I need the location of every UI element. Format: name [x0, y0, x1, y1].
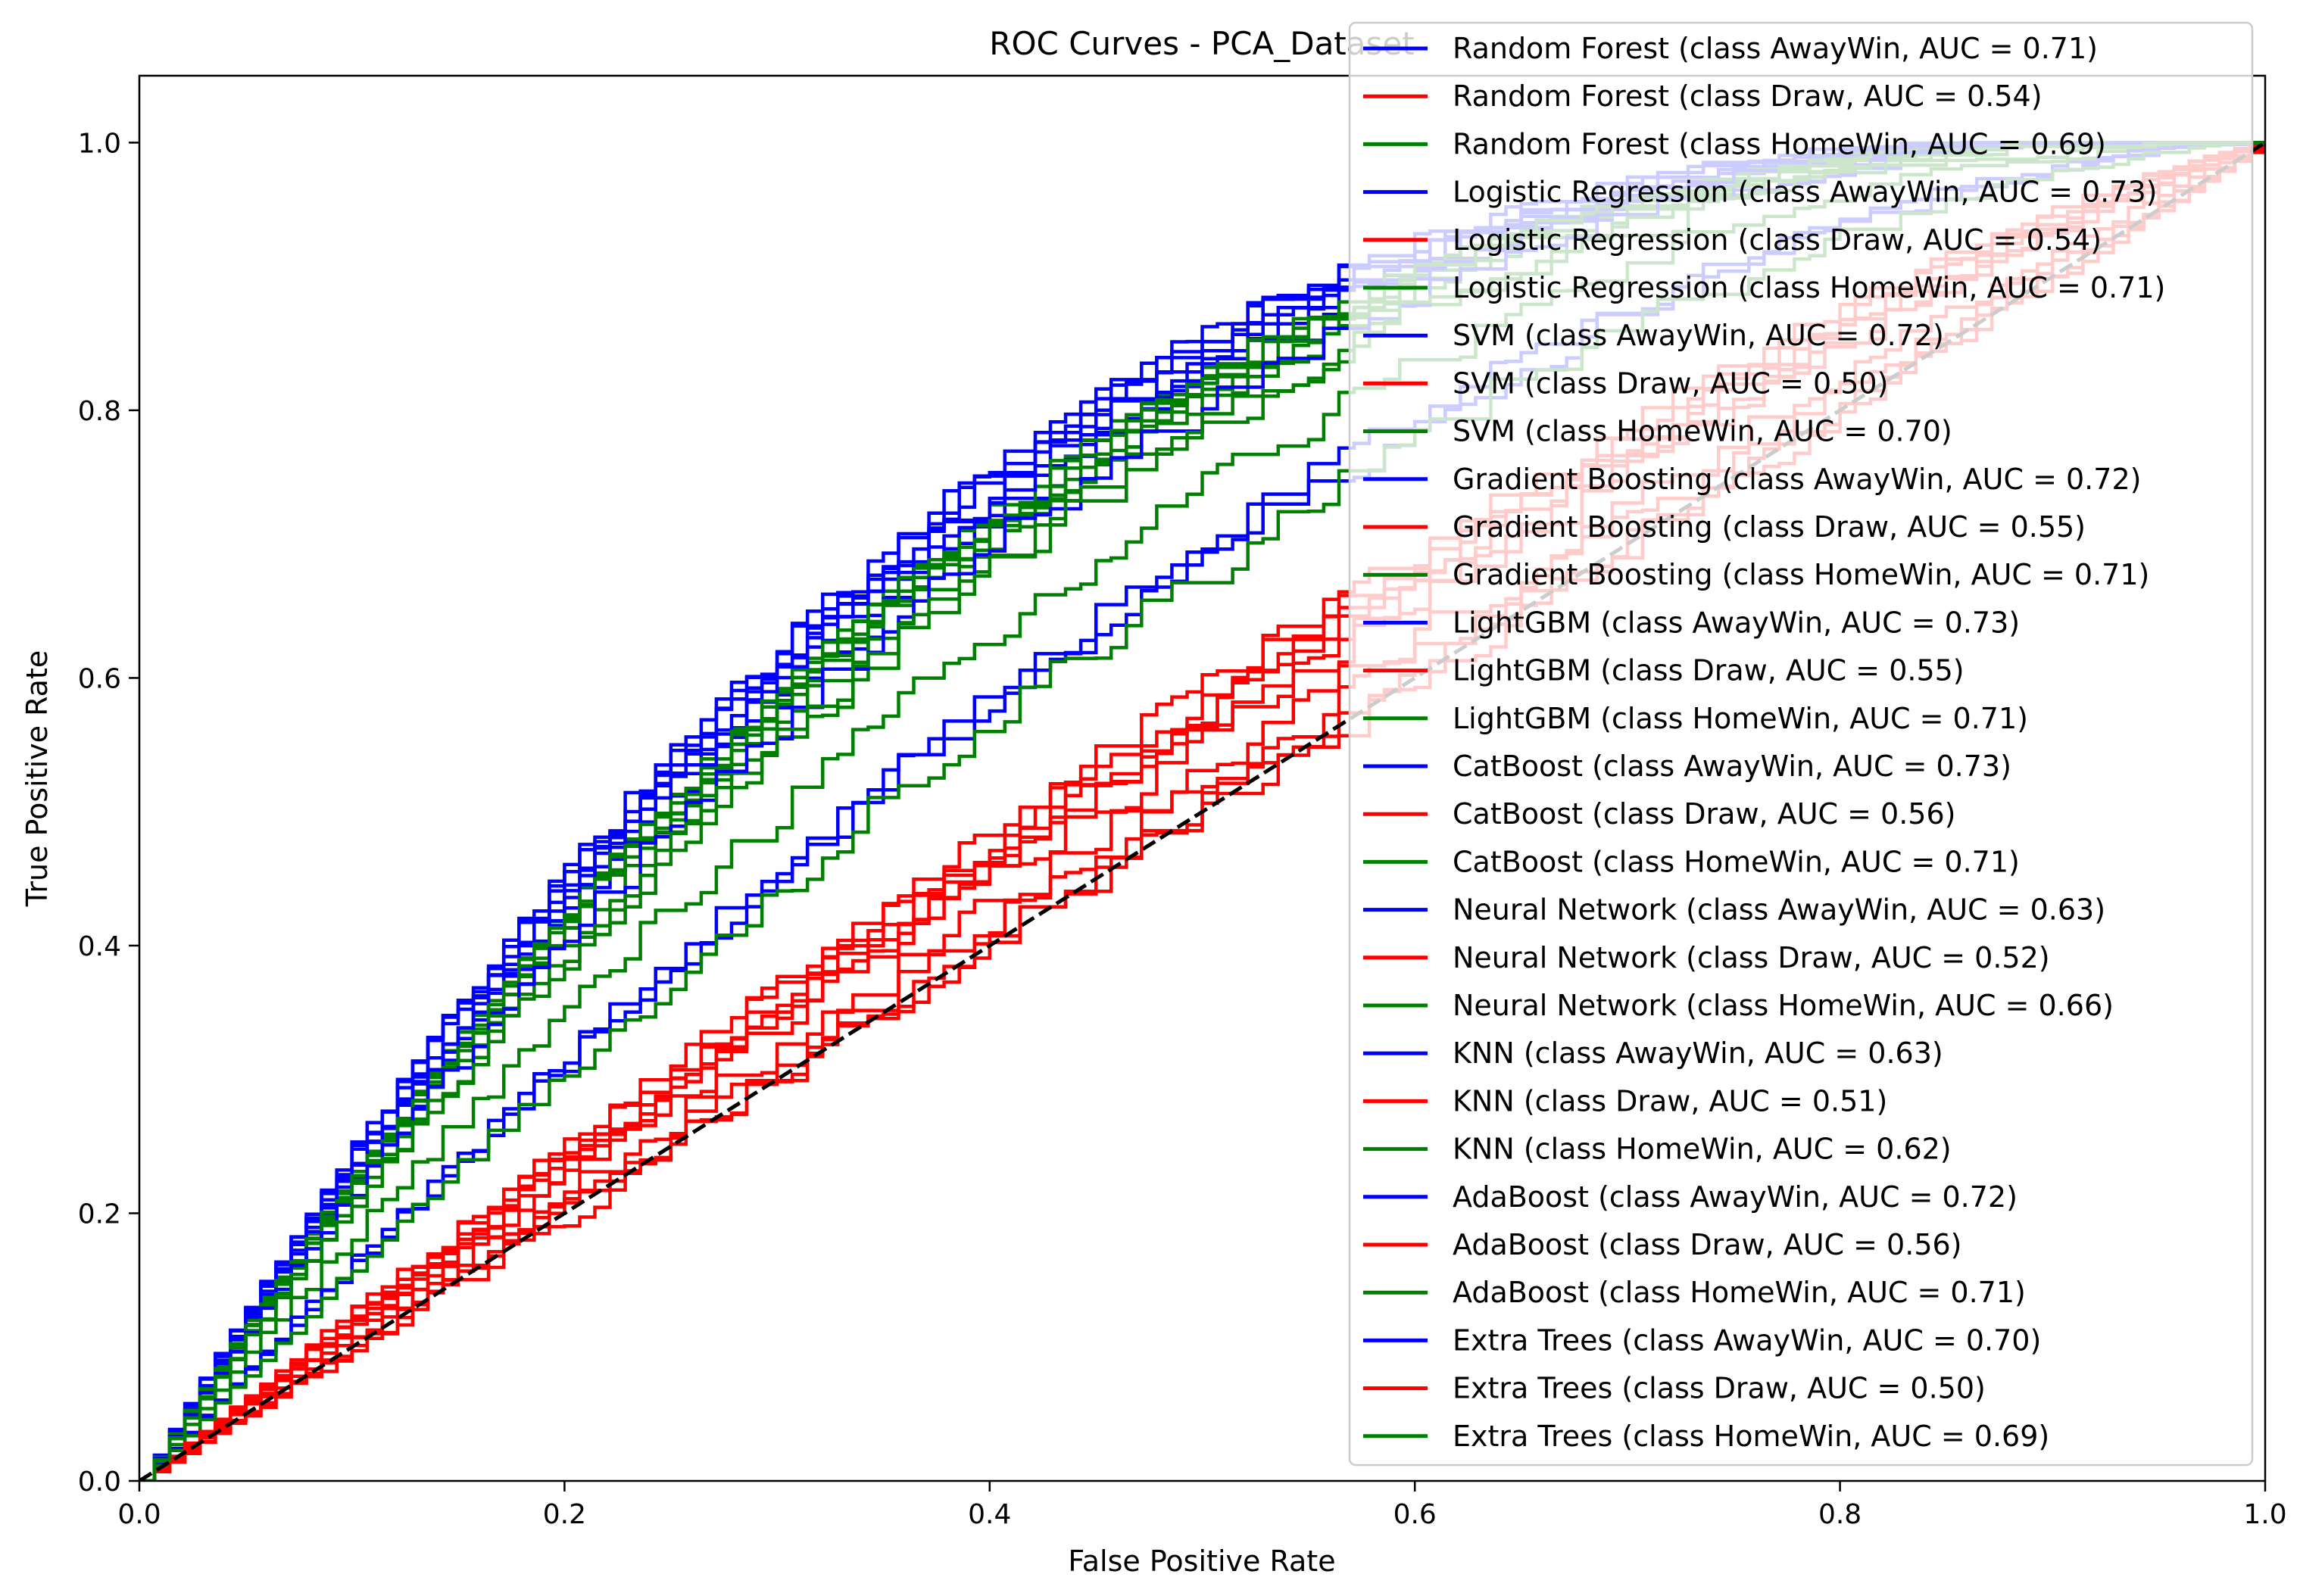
- legend-entry-label: SVM (class AwayWin, AUC = 0.72): [1453, 319, 1944, 352]
- x-tick-label: 0.2: [543, 1499, 586, 1530]
- legend-frame: [1348, 21, 2254, 1467]
- legend-entry-label: Logistic Regression (class Draw, AUC = 0…: [1453, 223, 2102, 257]
- legend-entry-label: CatBoost (class AwayWin, AUC = 0.73): [1453, 750, 2011, 783]
- x-tick-label: 0.0: [117, 1499, 161, 1530]
- legend-entry-label: CatBoost (class Draw, AUC = 0.56): [1453, 797, 1955, 831]
- legend-entry-label: Random Forest (class Draw, AUC = 0.54): [1453, 79, 2043, 113]
- y-tick-label: 0.4: [78, 931, 121, 962]
- y-tick-label: 0.6: [78, 663, 121, 694]
- y-tick-label: 0.0: [78, 1467, 121, 1498]
- x-axis-label: False Positive Rate: [1068, 1545, 1335, 1578]
- legend-entry-label: Extra Trees (class HomeWin, AUC = 0.69): [1453, 1420, 2049, 1453]
- x-tick-label: 1.0: [2243, 1499, 2286, 1530]
- legend-entry-label: Gradient Boosting (class AwayWin, AUC = …: [1453, 463, 2141, 496]
- x-tick-label: 0.8: [1818, 1499, 1862, 1530]
- legend-entry-label: KNN (class Draw, AUC = 0.51): [1453, 1084, 1887, 1118]
- legend-entry-label: AdaBoost (class HomeWin, AUC = 0.71): [1453, 1276, 2026, 1309]
- legend-entry-label: Random Forest (class HomeWin, AUC = 0.69…: [1453, 127, 2106, 161]
- legend-entry-label: KNN (class AwayWin, AUC = 0.63): [1453, 1036, 1943, 1070]
- legend-entry-label: LightGBM (class Draw, AUC = 0.55): [1453, 654, 1965, 687]
- legend-entry-label: LightGBM (class HomeWin, AUC = 0.71): [1453, 702, 2028, 735]
- legend-entry-label: Neural Network (class AwayWin, AUC = 0.6…: [1453, 893, 2105, 927]
- y-tick-label: 0.8: [78, 396, 121, 427]
- x-tick-label: 0.4: [968, 1499, 1011, 1530]
- legend-entry-label: SVM (class Draw, AUC = 0.50): [1453, 366, 1888, 400]
- x-tick-label: 0.6: [1393, 1499, 1437, 1530]
- legend-entry-label: Logistic Regression (class HomeWin, AUC …: [1453, 271, 2165, 304]
- legend-entry-label: AdaBoost (class AwayWin, AUC = 0.72): [1453, 1180, 2018, 1214]
- legend-entry-label: CatBoost (class HomeWin, AUC = 0.71): [1453, 845, 2020, 878]
- legend-entry-label: LightGBM (class AwayWin, AUC = 0.73): [1453, 606, 2020, 639]
- legend-entry-label: Gradient Boosting (class Draw, AUC = 0.5…: [1453, 510, 2086, 544]
- legend-entry-label: Neural Network (class Draw, AUC = 0.52): [1453, 941, 2050, 974]
- legend-entry-label: Extra Trees (class Draw, AUC = 0.50): [1453, 1372, 1986, 1405]
- legend-entry-label: Logistic Regression (class AwayWin, AUC …: [1453, 176, 2157, 209]
- plot-frame: [138, 74, 2267, 1482]
- legend: Random Forest (class AwayWin, AUC = 0.71…: [1348, 21, 2254, 1467]
- chart-title: ROC Curves - PCA_Dataset: [989, 25, 1414, 62]
- x-axis-ticks: 0.0 0.2 0.4 0.6 0.8 1.0: [117, 1481, 2287, 1530]
- legend-entry-label: KNN (class HomeWin, AUC = 0.62): [1453, 1133, 1952, 1166]
- legend-entry-label: SVM (class HomeWin, AUC = 0.70): [1453, 415, 1952, 448]
- legend-entry-label: Extra Trees (class AwayWin, AUC = 0.70): [1453, 1323, 2041, 1357]
- legend-entry-label: Neural Network (class HomeWin, AUC = 0.6…: [1453, 989, 2114, 1022]
- legend-entry-label: Gradient Boosting (class HomeWin, AUC = …: [1453, 558, 2149, 591]
- y-tick-label: 0.2: [78, 1199, 121, 1230]
- y-axis-label: True Positive Rate: [20, 650, 54, 908]
- y-tick-label: 1.0: [78, 128, 121, 159]
- y-axis-ticks: 0.0 0.2 0.4 0.6 0.8 1.0: [78, 128, 139, 1498]
- legend-entry-label: Random Forest (class AwayWin, AUC = 0.71…: [1453, 32, 2098, 65]
- legend-entry-label: AdaBoost (class Draw, AUC = 0.56): [1453, 1228, 1962, 1261]
